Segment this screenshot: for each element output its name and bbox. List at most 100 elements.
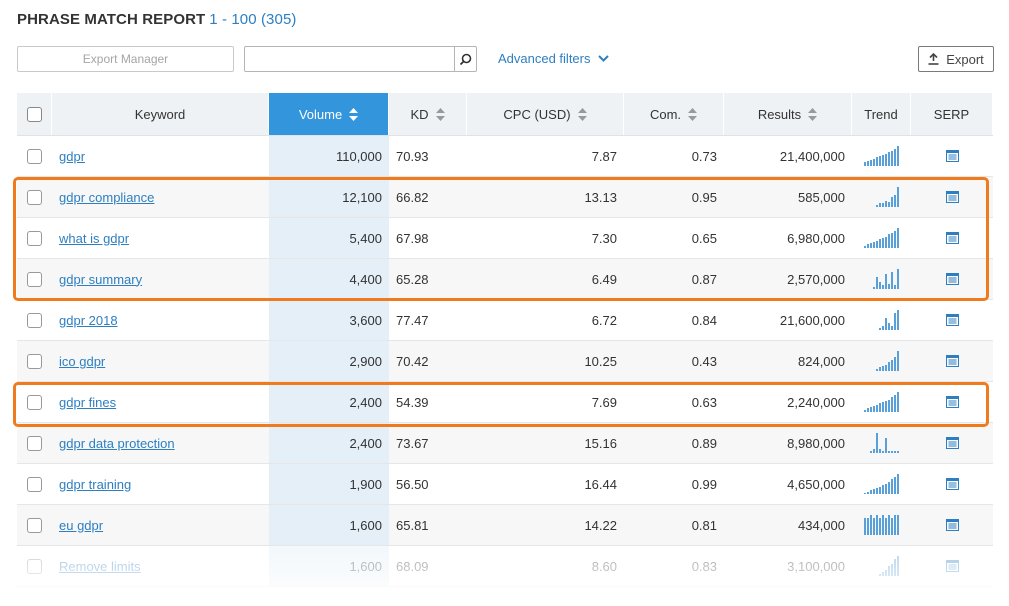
trend-cell[interactable]: [852, 546, 911, 586]
keyword-link[interactable]: gdpr summary: [59, 271, 143, 287]
trend-bar: [879, 239, 881, 248]
keyword-cell: what is gdpr: [52, 218, 269, 258]
trend-cell[interactable]: [852, 464, 911, 504]
export-button[interactable]: Export: [918, 46, 994, 72]
row-checkbox[interactable]: [17, 382, 52, 422]
keyword-link[interactable]: gdpr data protection: [59, 435, 175, 451]
column-serp: SERP: [911, 93, 993, 135]
results-cell: 6,980,000: [787, 230, 845, 246]
checkbox-box: [27, 271, 42, 287]
keyword-link[interactable]: gdpr: [59, 148, 86, 164]
serp-cell[interactable]: [911, 300, 993, 340]
row-checkbox[interactable]: [17, 136, 52, 176]
row-checkbox[interactable]: [17, 546, 52, 586]
advanced-filters-toggle[interactable]: Advanced filters: [498, 51, 609, 66]
trend-bar: [894, 476, 896, 494]
keyword-link[interactable]: gdpr training: [59, 476, 132, 492]
trend-bar: [879, 203, 881, 207]
trend-cell[interactable]: [852, 136, 911, 176]
serp-cell[interactable]: [911, 177, 993, 217]
keyword-cell: gdpr compliance: [52, 177, 269, 217]
report-range[interactable]: 1 - 100 (305): [209, 11, 297, 28]
keyword-link[interactable]: gdpr compliance: [59, 189, 155, 205]
row-checkbox[interactable]: [17, 300, 52, 340]
trend-bar: [885, 364, 887, 371]
column-results[interactable]: Results: [724, 93, 852, 135]
serp-icon: [945, 560, 959, 572]
serp-cell[interactable]: [911, 382, 993, 422]
row-checkbox[interactable]: [17, 464, 52, 504]
serp-cell[interactable]: [911, 136, 993, 176]
volume-cell: 1,600: [269, 546, 389, 586]
export-manager-input[interactable]: Export Manager: [17, 46, 234, 72]
trend-bar: [888, 399, 890, 412]
trend-bar: [882, 402, 884, 412]
keyword-link[interactable]: gdpr fines: [59, 394, 117, 410]
cpc-cell: 7.87: [591, 148, 617, 164]
competition-cell: 0.95: [691, 189, 717, 205]
column-cpc[interactable]: CPC (USD): [467, 93, 624, 135]
row-checkbox[interactable]: [17, 423, 52, 463]
keyword-link[interactable]: ico gdpr: [59, 353, 106, 369]
row-checkbox[interactable]: [17, 341, 52, 381]
competition-cell: 0.73: [691, 148, 717, 164]
trend-bar: [885, 153, 887, 166]
results-cell: 4,650,000: [787, 476, 845, 492]
trend-cell[interactable]: [852, 218, 911, 258]
trend-cell[interactable]: [852, 259, 911, 299]
trend-cell[interactable]: [852, 300, 911, 340]
row-checkbox[interactable]: [17, 177, 52, 217]
trend-cell[interactable]: [852, 341, 911, 381]
column-kd[interactable]: KD: [389, 93, 467, 135]
search-input[interactable]: [245, 47, 454, 71]
keyword-link[interactable]: what is gdpr: [59, 230, 130, 246]
search-button[interactable]: [454, 47, 476, 71]
trend-sparkline: [864, 187, 899, 207]
trend-bar: [870, 243, 872, 248]
row-checkbox[interactable]: [17, 505, 52, 545]
trend-bar: [894, 357, 896, 371]
column-competition[interactable]: Com.: [624, 93, 724, 135]
column-keyword-label: Keyword: [134, 106, 186, 122]
trend-bar: [879, 281, 881, 289]
trend-bar: [867, 244, 869, 248]
keyword-link[interactable]: gdpr 2018: [59, 312, 118, 328]
serp-cell[interactable]: [911, 505, 993, 545]
row-checkbox[interactable]: [17, 218, 52, 258]
column-results-label: Results: [757, 106, 802, 122]
keyword-link[interactable]: Remove limits: [59, 558, 141, 574]
serp-cell[interactable]: [911, 546, 993, 586]
serp-cell[interactable]: [911, 341, 993, 381]
cpc-cell: 13.13: [584, 189, 617, 205]
volume-cell: 110,000: [269, 136, 389, 176]
results-cell: 3,100,000: [787, 558, 845, 574]
trend-bar: [879, 449, 881, 453]
upload-icon: [928, 53, 939, 65]
trend-bar: [882, 515, 884, 535]
trend-bar: [894, 394, 896, 412]
trend-bar: [864, 517, 866, 535]
table-row: Remove limits 1,600 68.09 8.60 0.83 3,100,000: [17, 546, 993, 587]
trend-cell[interactable]: [852, 177, 911, 217]
competition-cell: 0.43: [691, 353, 717, 369]
trend-bar: [888, 202, 890, 207]
keyword-link[interactable]: eu gdpr: [59, 517, 104, 533]
serp-cell[interactable]: [911, 218, 993, 258]
trend-bar: [891, 479, 893, 494]
serp-cell[interactable]: [911, 259, 993, 299]
table-row: gdpr compliance 12,100 66.82 13.13 0.95 585,0…: [17, 177, 993, 218]
row-checkbox[interactable]: [17, 259, 52, 299]
column-volume[interactable]: Volume: [269, 93, 389, 135]
trend-bar: [873, 158, 875, 166]
trend-cell[interactable]: [852, 505, 911, 545]
trend-cell[interactable]: [852, 382, 911, 422]
select-all-checkbox[interactable]: [17, 93, 52, 135]
serp-cell[interactable]: [911, 464, 993, 504]
checkbox-box: [27, 394, 42, 410]
trend-cell[interactable]: [852, 423, 911, 463]
kd-cell: 70.93: [396, 148, 429, 164]
serp-cell[interactable]: [911, 423, 993, 463]
trend-bar: [879, 486, 881, 494]
trend-bar: [894, 515, 896, 535]
column-keyword[interactable]: Keyword: [52, 93, 269, 135]
